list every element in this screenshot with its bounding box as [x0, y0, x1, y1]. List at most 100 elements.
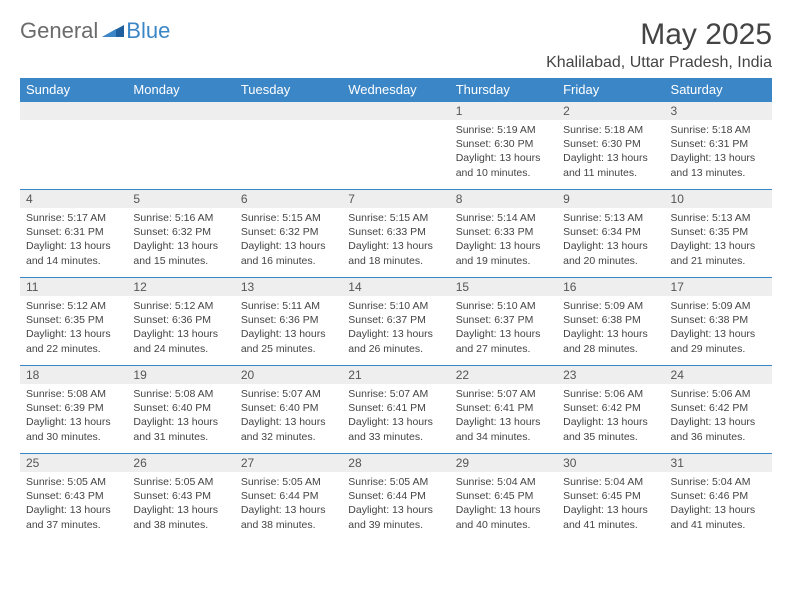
day-detail-line: Sunrise: 5:08 AM: [133, 387, 228, 401]
day-number: 25: [20, 454, 127, 472]
day-detail-line: Sunset: 6:38 PM: [563, 313, 658, 327]
day-detail-line: Sunrise: 5:11 AM: [241, 299, 336, 313]
day-number: 7: [342, 190, 449, 208]
day-detail-line: and 18 minutes.: [348, 254, 443, 268]
day-number: 27: [235, 454, 342, 472]
day-detail-line: Daylight: 13 hours: [26, 327, 121, 341]
day-detail-line: Sunset: 6:44 PM: [348, 489, 443, 503]
day-detail-line: Daylight: 13 hours: [456, 327, 551, 341]
day-detail-line: Sunset: 6:40 PM: [241, 401, 336, 415]
calendar-cell: 26Sunrise: 5:05 AMSunset: 6:43 PMDayligh…: [127, 454, 234, 542]
day-number: [127, 102, 234, 120]
day-detail-line: Daylight: 13 hours: [456, 415, 551, 429]
day-detail-line: Daylight: 13 hours: [563, 239, 658, 253]
day-details: Sunrise: 5:09 AMSunset: 6:38 PMDaylight:…: [665, 296, 772, 362]
day-detail-line: Daylight: 13 hours: [671, 327, 766, 341]
day-detail-line: and 26 minutes.: [348, 342, 443, 356]
calendar-cell: 21Sunrise: 5:07 AMSunset: 6:41 PMDayligh…: [342, 366, 449, 454]
day-details: Sunrise: 5:13 AMSunset: 6:34 PMDaylight:…: [557, 208, 664, 274]
day-number: 31: [665, 454, 772, 472]
day-details: Sunrise: 5:19 AMSunset: 6:30 PMDaylight:…: [450, 120, 557, 186]
calendar-cell: 30Sunrise: 5:04 AMSunset: 6:45 PMDayligh…: [557, 454, 664, 542]
day-number: 5: [127, 190, 234, 208]
day-detail-line: Daylight: 13 hours: [133, 327, 228, 341]
calendar-cell: 5Sunrise: 5:16 AMSunset: 6:32 PMDaylight…: [127, 190, 234, 278]
day-detail-line: Sunrise: 5:05 AM: [26, 475, 121, 489]
day-detail-line: Sunrise: 5:17 AM: [26, 211, 121, 225]
calendar-cell: 12Sunrise: 5:12 AMSunset: 6:36 PMDayligh…: [127, 278, 234, 366]
day-detail-line: and 30 minutes.: [26, 430, 121, 444]
day-detail-line: Daylight: 13 hours: [456, 151, 551, 165]
day-number: 4: [20, 190, 127, 208]
calendar-week-row: 11Sunrise: 5:12 AMSunset: 6:35 PMDayligh…: [20, 278, 772, 366]
month-title: May 2025: [546, 18, 772, 52]
day-details: Sunrise: 5:05 AMSunset: 6:44 PMDaylight:…: [235, 472, 342, 538]
day-detail-line: Sunset: 6:30 PM: [456, 137, 551, 151]
day-detail-line: Daylight: 13 hours: [563, 151, 658, 165]
day-number: 10: [665, 190, 772, 208]
day-detail-line: Sunset: 6:35 PM: [26, 313, 121, 327]
day-detail-line: Sunset: 6:35 PM: [671, 225, 766, 239]
day-number: 29: [450, 454, 557, 472]
calendar-cell: 27Sunrise: 5:05 AMSunset: 6:44 PMDayligh…: [235, 454, 342, 542]
day-header: Tuesday: [235, 78, 342, 102]
day-header: Thursday: [450, 78, 557, 102]
day-number: 13: [235, 278, 342, 296]
day-number: 22: [450, 366, 557, 384]
day-detail-line: Daylight: 13 hours: [456, 503, 551, 517]
day-detail-line: and 22 minutes.: [26, 342, 121, 356]
day-detail-line: Sunset: 6:42 PM: [671, 401, 766, 415]
day-detail-line: Sunset: 6:37 PM: [348, 313, 443, 327]
calendar-cell: 3Sunrise: 5:18 AMSunset: 6:31 PMDaylight…: [665, 102, 772, 190]
day-detail-line: Sunset: 6:32 PM: [133, 225, 228, 239]
day-detail-line: and 36 minutes.: [671, 430, 766, 444]
day-number: 12: [127, 278, 234, 296]
day-detail-line: Sunset: 6:44 PM: [241, 489, 336, 503]
day-detail-line: and 32 minutes.: [241, 430, 336, 444]
day-detail-line: Sunrise: 5:12 AM: [26, 299, 121, 313]
day-detail-line: Sunrise: 5:15 AM: [241, 211, 336, 225]
day-detail-line: and 21 minutes.: [671, 254, 766, 268]
day-detail-line: Sunset: 6:33 PM: [456, 225, 551, 239]
day-details: Sunrise: 5:08 AMSunset: 6:40 PMDaylight:…: [127, 384, 234, 450]
day-details: Sunrise: 5:05 AMSunset: 6:44 PMDaylight:…: [342, 472, 449, 538]
day-detail-line: and 15 minutes.: [133, 254, 228, 268]
day-detail-line: and 10 minutes.: [456, 166, 551, 180]
day-details: Sunrise: 5:11 AMSunset: 6:36 PMDaylight:…: [235, 296, 342, 362]
day-number: 1: [450, 102, 557, 120]
calendar-cell: 25Sunrise: 5:05 AMSunset: 6:43 PMDayligh…: [20, 454, 127, 542]
calendar-cell: 2Sunrise: 5:18 AMSunset: 6:30 PMDaylight…: [557, 102, 664, 190]
day-number: 9: [557, 190, 664, 208]
day-details: Sunrise: 5:18 AMSunset: 6:31 PMDaylight:…: [665, 120, 772, 186]
calendar-week-row: 25Sunrise: 5:05 AMSunset: 6:43 PMDayligh…: [20, 454, 772, 542]
day-details: [20, 120, 127, 129]
day-detail-line: Daylight: 13 hours: [348, 327, 443, 341]
calendar-cell: 1Sunrise: 5:19 AMSunset: 6:30 PMDaylight…: [450, 102, 557, 190]
day-number: 26: [127, 454, 234, 472]
day-detail-line: Sunrise: 5:10 AM: [348, 299, 443, 313]
day-detail-line: Sunset: 6:41 PM: [348, 401, 443, 415]
day-details: Sunrise: 5:07 AMSunset: 6:41 PMDaylight:…: [342, 384, 449, 450]
day-number: 30: [557, 454, 664, 472]
day-detail-line: Daylight: 13 hours: [456, 239, 551, 253]
day-number: 20: [235, 366, 342, 384]
day-number: 28: [342, 454, 449, 472]
day-detail-line: and 24 minutes.: [133, 342, 228, 356]
day-detail-line: Daylight: 13 hours: [671, 151, 766, 165]
day-detail-line: Daylight: 13 hours: [348, 415, 443, 429]
day-detail-line: Sunset: 6:45 PM: [563, 489, 658, 503]
day-detail-line: Sunset: 6:30 PM: [563, 137, 658, 151]
day-detail-line: Daylight: 13 hours: [348, 239, 443, 253]
day-details: Sunrise: 5:15 AMSunset: 6:33 PMDaylight:…: [342, 208, 449, 274]
calendar-cell: 13Sunrise: 5:11 AMSunset: 6:36 PMDayligh…: [235, 278, 342, 366]
day-detail-line: and 14 minutes.: [26, 254, 121, 268]
calendar-cell: 7Sunrise: 5:15 AMSunset: 6:33 PMDaylight…: [342, 190, 449, 278]
day-detail-line: Sunrise: 5:14 AM: [456, 211, 551, 225]
day-detail-line: Sunset: 6:45 PM: [456, 489, 551, 503]
calendar-cell: 10Sunrise: 5:13 AMSunset: 6:35 PMDayligh…: [665, 190, 772, 278]
day-detail-line: Sunrise: 5:13 AM: [563, 211, 658, 225]
day-detail-line: Daylight: 13 hours: [671, 503, 766, 517]
day-number: 24: [665, 366, 772, 384]
calendar-table: SundayMondayTuesdayWednesdayThursdayFrid…: [20, 78, 772, 542]
calendar-cell: [342, 102, 449, 190]
